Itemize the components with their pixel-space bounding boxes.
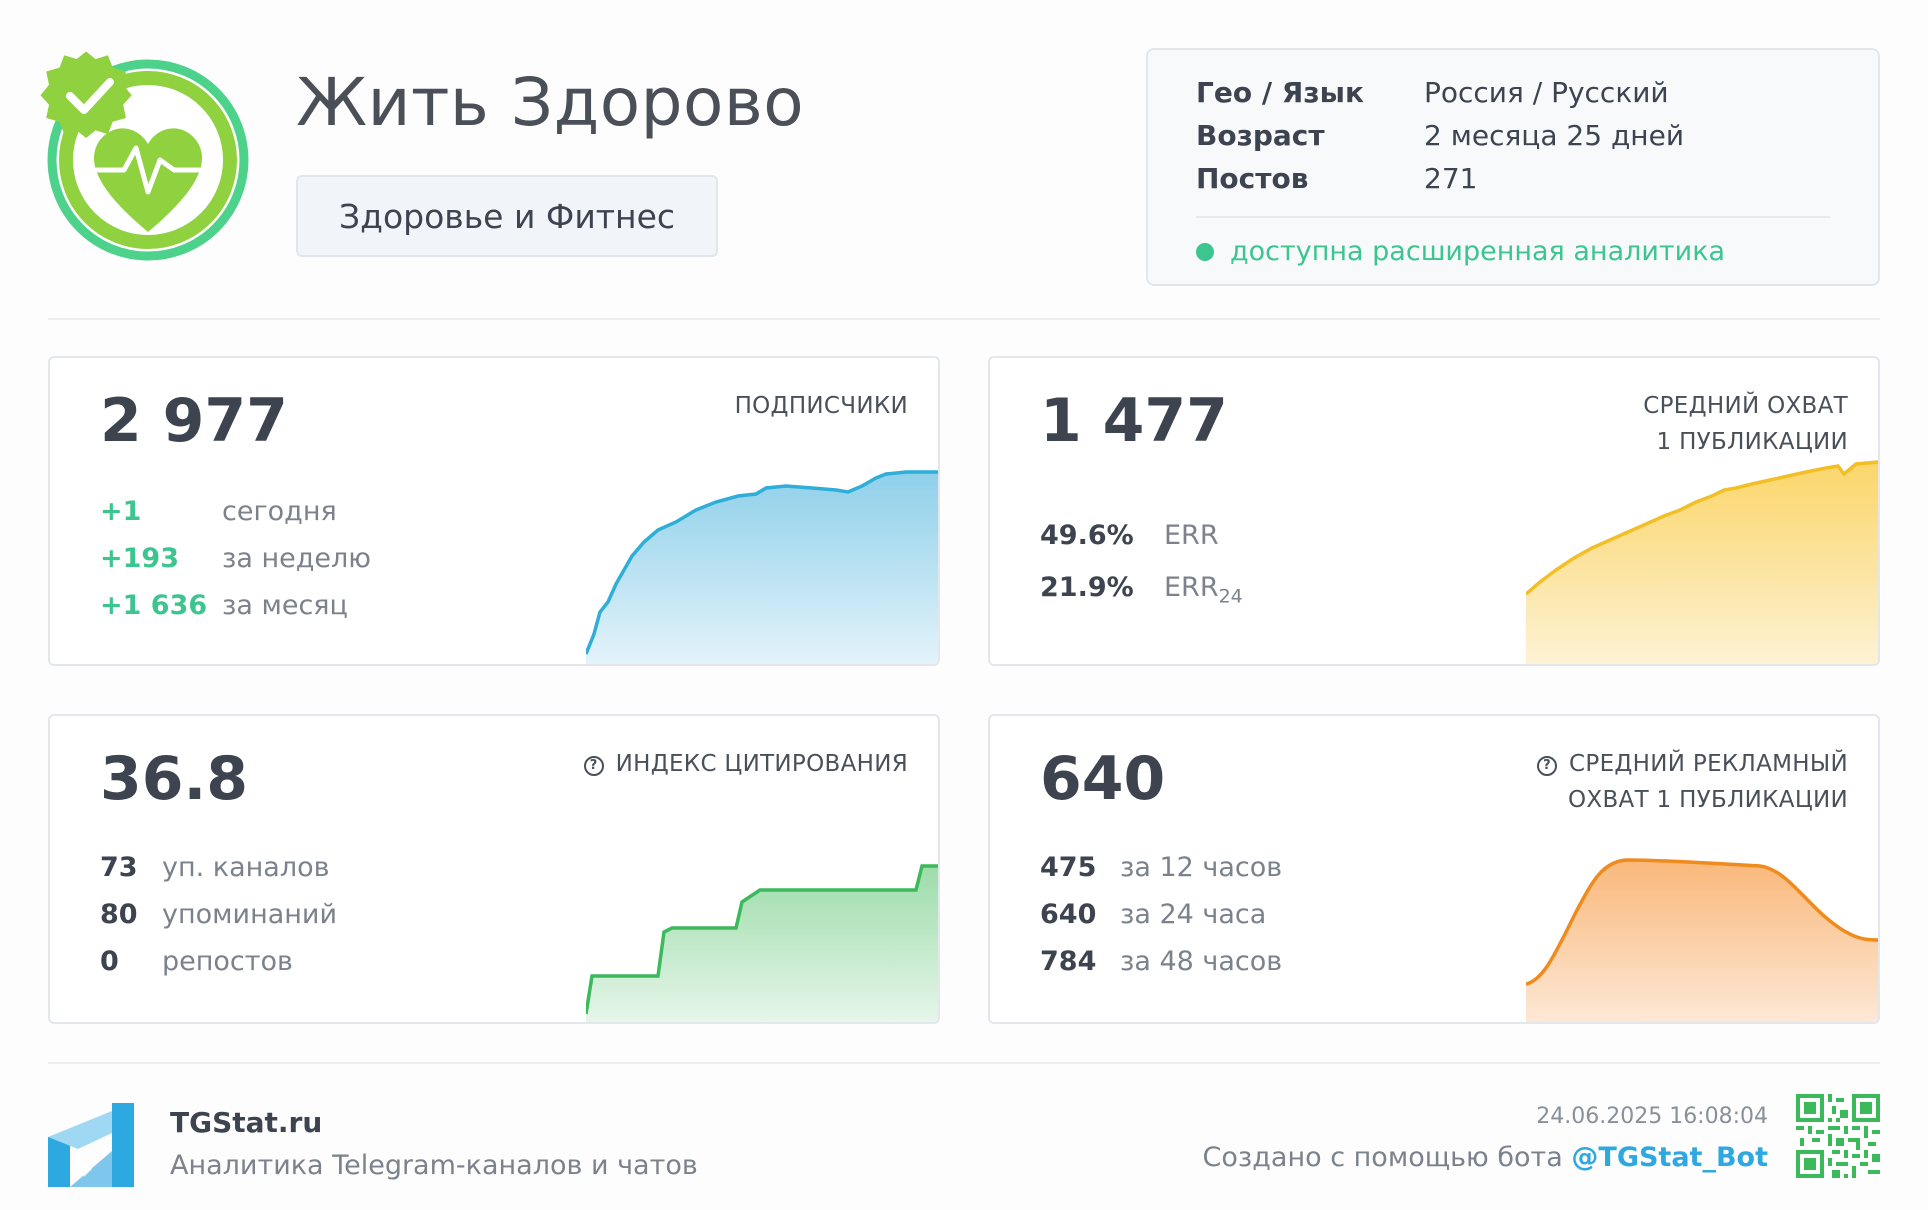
stat-row: 80 упоминаний xyxy=(100,899,337,930)
stat-row: 21.9% ERR24 xyxy=(1040,572,1243,607)
divider xyxy=(48,1062,1880,1064)
stat-label: сегодня xyxy=(222,496,337,527)
stat-label: упоминаний xyxy=(162,899,338,930)
timestamp: 24.06.2025 16:08:04 xyxy=(1536,1104,1768,1129)
info-key: Гео / Язык xyxy=(1196,76,1364,109)
stat-row: +1 сегодня xyxy=(100,496,337,527)
stat-label-text: ERR xyxy=(1164,572,1219,603)
stat-label: за неделю xyxy=(222,543,372,574)
card-ad-reach[interactable]: 640 ? СРЕДНИЙ РЕКЛАМНЫЙ ОХВАТ 1 ПУБЛИКАЦИ… xyxy=(988,714,1880,1024)
stat-row: 475 за 12 часов xyxy=(1040,852,1282,883)
ad-reach-value: 640 xyxy=(1040,744,1166,814)
stat-number: 49.6% xyxy=(1040,520,1134,551)
info-row-age: Возраст 2 месяца 25 дней xyxy=(1196,119,1684,152)
stat-number: +193 xyxy=(100,543,179,574)
stat-label: за 24 часа xyxy=(1120,899,1267,930)
brand-name[interactable]: TGStat.ru xyxy=(170,1106,323,1139)
card-subscribers[interactable]: 2 977 ПОДПИСЧИКИ +1 сегодня +193 за неде… xyxy=(48,356,940,666)
stat-number: +1 636 xyxy=(100,590,208,621)
question-circle-icon[interactable]: ? xyxy=(583,756,604,776)
category-chip[interactable]: Здоровье и Фитнес xyxy=(296,175,718,257)
citation-value: 36.8 xyxy=(100,744,249,814)
bot-link[interactable]: @TGStat_Bot xyxy=(1571,1142,1768,1173)
channel-title: Жить Здорово xyxy=(296,64,805,141)
stat-row: 784 за 48 часов xyxy=(1040,946,1282,977)
stat-number: 784 xyxy=(1040,946,1097,977)
card-label: ПОДПИСЧИКИ xyxy=(734,393,908,419)
card-citation-index[interactable]: 36.8 ? ИНДЕКС ЦИТИРОВАНИЯ 73 уп. каналов … xyxy=(48,714,940,1024)
stat-label-subscript: 24 xyxy=(1218,585,1243,608)
brand-tagline: Аналитика Telegram-каналов и чатов xyxy=(170,1150,698,1181)
ad-reach-sparkline xyxy=(1526,858,1878,1022)
card-label-line: СРЕДНИЙ РЕКЛАМНЫЙ xyxy=(1569,751,1848,777)
reach-value: 1 477 xyxy=(1040,386,1228,456)
stat-row: +1 636 за месяц xyxy=(100,590,348,621)
qr-code-icon[interactable] xyxy=(1796,1094,1880,1178)
stat-number: 21.9% xyxy=(1040,572,1134,603)
info-key: Постов xyxy=(1196,162,1309,195)
stat-label: репостов xyxy=(162,946,293,977)
card-label-line: 1 ПУБЛИКАЦИИ xyxy=(1656,429,1848,455)
channel-logo-icon xyxy=(40,51,249,261)
reach-sparkline xyxy=(1526,460,1878,664)
stat-label: за 12 часов xyxy=(1120,852,1283,883)
stat-row: 49.6% ERR xyxy=(1040,520,1219,551)
tgstat-logo-icon[interactable] xyxy=(48,1103,134,1187)
stat-label: за месяц xyxy=(222,590,348,621)
card-label: СРЕДНИЙ ОХВАТ 1 ПУБЛИКАЦИИ xyxy=(1643,388,1848,460)
stat-label: за 48 часов xyxy=(1120,946,1283,977)
info-row-posts: Постов 271 xyxy=(1196,162,1477,195)
card-label: ? ИНДЕКС ЦИТИРОВАНИЯ xyxy=(583,746,908,782)
stat-number: 80 xyxy=(100,899,138,930)
stat-row: 0 репостов xyxy=(100,946,293,977)
stat-row: +193 за неделю xyxy=(100,543,371,574)
stat-number: 0 xyxy=(100,946,119,977)
subscribers-sparkline xyxy=(586,470,938,664)
analytics-badge-label: доступна расширенная аналитика xyxy=(1230,236,1726,267)
info-value: 2 месяца 25 дней xyxy=(1424,119,1685,152)
made-with-text: Создано с помощью бота xyxy=(1202,1142,1563,1173)
info-key: Возраст xyxy=(1196,119,1325,152)
info-value: Россия / Русский xyxy=(1424,76,1669,109)
card-label-line: ОХВАТ 1 ПУБЛИКАЦИИ xyxy=(1568,787,1848,813)
info-row-geo: Гео / Язык Россия / Русский xyxy=(1196,76,1669,109)
subscribers-value: 2 977 xyxy=(100,386,288,456)
stat-label: уп. каналов xyxy=(162,852,330,883)
stat-label: ERR24 xyxy=(1164,572,1243,607)
card-label: ? СРЕДНИЙ РЕКЛАМНЫЙ ОХВАТ 1 ПУБЛИКАЦИИ xyxy=(1537,746,1848,818)
status-dot-icon xyxy=(1196,242,1214,261)
card-label-line: СРЕДНИЙ ОХВАТ xyxy=(1643,393,1848,419)
stat-row: 640 за 24 часа xyxy=(1040,899,1266,930)
stat-label: ERR xyxy=(1164,520,1219,551)
info-value: 271 xyxy=(1424,162,1478,195)
stat-number: 640 xyxy=(1040,899,1097,930)
divider xyxy=(1196,216,1830,218)
stat-number: +1 xyxy=(100,496,142,527)
citation-sparkline xyxy=(586,864,938,1022)
divider xyxy=(48,318,1880,320)
card-reach[interactable]: 1 477 СРЕДНИЙ ОХВАТ 1 ПУБЛИКАЦИИ 49.6% E… xyxy=(988,356,1880,666)
channel-info-box: Гео / Язык Россия / Русский Возраст 2 ме… xyxy=(1146,48,1880,286)
card-label-text: ИНДЕКС ЦИТИРОВАНИЯ xyxy=(615,751,908,777)
stat-number: 475 xyxy=(1040,852,1097,883)
stat-number: 73 xyxy=(100,852,138,883)
made-with-line: Создано с помощью бота @TGStat_Bot xyxy=(1203,1142,1768,1173)
question-circle-icon[interactable]: ? xyxy=(1537,756,1558,776)
stat-row: 73 уп. каналов xyxy=(100,852,330,883)
analytics-badge[interactable]: доступна расширенная аналитика xyxy=(1196,236,1725,267)
